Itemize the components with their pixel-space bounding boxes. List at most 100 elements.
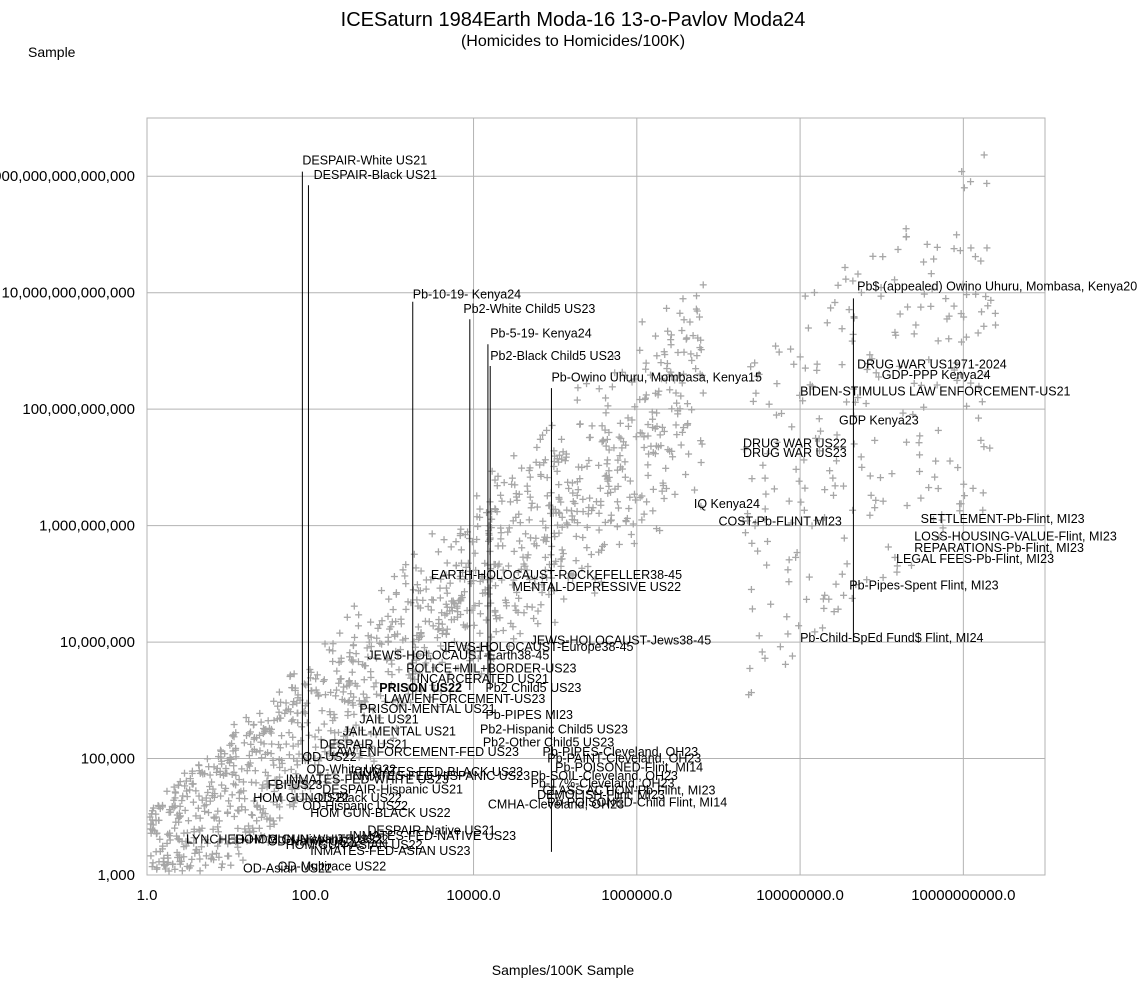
data-point (273, 715, 281, 723)
data-point (660, 348, 668, 356)
data-point (205, 763, 213, 771)
data-point (982, 293, 990, 301)
data-point (529, 584, 537, 592)
data-point (950, 366, 958, 374)
data-point (208, 850, 216, 858)
data-point (181, 769, 189, 777)
data-point (208, 778, 216, 786)
data-point (402, 561, 410, 569)
data-point (352, 721, 360, 729)
data-point (819, 624, 827, 632)
data-point (858, 463, 866, 471)
data-point (285, 751, 293, 759)
data-point (676, 309, 684, 317)
data-point (404, 714, 412, 722)
annotation-label: Pb-10-19- Kenya24 (413, 287, 521, 301)
data-point (340, 683, 348, 691)
data-point (393, 724, 401, 732)
data-point (315, 691, 323, 699)
data-point (531, 580, 539, 588)
data-point (414, 650, 422, 658)
data-point (257, 813, 265, 821)
data-point (325, 646, 333, 654)
data-point (845, 306, 853, 314)
data-point (228, 791, 236, 799)
data-point (748, 539, 756, 547)
data-point (225, 797, 233, 805)
data-point (365, 638, 373, 646)
chart-title: ICESaturn 1984Earth Moda-16 13-o-Pavlov … (341, 9, 806, 31)
data-point (653, 409, 661, 417)
data-point (819, 595, 827, 603)
data-point (956, 507, 964, 515)
data-point (358, 702, 366, 710)
data-point (692, 365, 700, 373)
data-point (626, 477, 634, 485)
data-point (834, 281, 842, 289)
data-point (625, 505, 633, 513)
data-point (374, 624, 382, 632)
data-point (230, 721, 238, 729)
data-point (597, 578, 605, 586)
data-point (331, 714, 339, 722)
data-point (488, 575, 496, 583)
data-point (605, 467, 613, 475)
annotation-label: JEWS-HOLOCAUST-Europe38-45 (441, 640, 633, 654)
data-point (891, 276, 899, 284)
data-point (232, 744, 240, 752)
data-point (866, 351, 874, 359)
data-point (638, 318, 646, 326)
annotation-label: DESPAIR US21 (320, 737, 409, 751)
data-point (960, 184, 968, 192)
data-point (287, 765, 295, 773)
data-point (460, 588, 468, 596)
data-point (235, 776, 243, 784)
data-point (524, 551, 532, 559)
data-point (327, 727, 335, 735)
data-point (429, 681, 437, 689)
data-point (817, 427, 825, 435)
data-point (536, 461, 544, 469)
data-point (801, 484, 809, 492)
data-point (513, 588, 521, 596)
data-point (963, 402, 971, 410)
data-point (301, 709, 309, 717)
data-point (603, 435, 611, 443)
data-point (543, 574, 551, 582)
data-point (640, 510, 648, 518)
data-point (189, 798, 197, 806)
data-point (956, 247, 964, 255)
data-point (253, 817, 261, 825)
data-point (609, 352, 617, 360)
data-point (586, 494, 594, 502)
data-point (832, 457, 840, 465)
data-point (522, 530, 530, 538)
data-point (934, 337, 942, 345)
data-point (638, 492, 646, 500)
data-point (492, 612, 500, 620)
data-point (986, 444, 994, 452)
data-point (276, 814, 284, 822)
data-point (306, 795, 314, 803)
data-point (168, 802, 176, 810)
data-point (476, 513, 484, 521)
data-point (597, 497, 605, 505)
data-point (264, 838, 272, 846)
data-point (644, 471, 652, 479)
data-point (232, 753, 240, 761)
data-point (805, 573, 813, 581)
annotation-label: HOM GUN-US22 (253, 791, 349, 805)
data-point (414, 587, 422, 595)
annotation-label: Pb2-White Child5 US23 (463, 302, 595, 316)
data-point (387, 681, 395, 689)
data-point (203, 755, 211, 763)
data-point (693, 352, 701, 360)
data-point (390, 573, 398, 581)
data-point (234, 824, 242, 832)
data-point (240, 739, 248, 747)
data-point (748, 605, 756, 613)
data-point (813, 366, 821, 374)
data-point (407, 599, 415, 607)
data-point (325, 749, 333, 757)
